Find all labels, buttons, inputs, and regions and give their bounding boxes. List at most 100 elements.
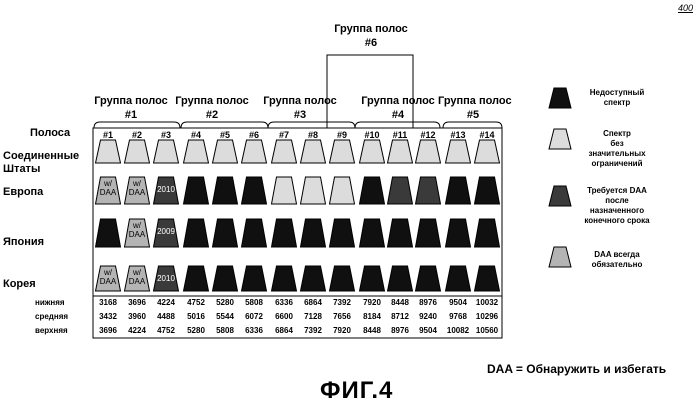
freq-mid-6: 6072 — [239, 312, 269, 321]
japan-channel-2-annotation: w/DAA — [124, 221, 150, 239]
freq-high-14: 10560 — [472, 326, 502, 335]
japan-channel-12-cell — [416, 219, 441, 247]
channel-label-5: #5 — [212, 130, 238, 140]
korea-channel-6-cell — [242, 266, 267, 291]
freq-high-13: 10082 — [443, 326, 473, 335]
europe-channel-10-cell — [360, 177, 385, 204]
channel-label-9: #9 — [329, 130, 355, 140]
freq-low-12: 8976 — [413, 298, 443, 307]
usa-channel-8-cell — [301, 140, 326, 163]
japan-channel-10-cell — [360, 219, 385, 247]
japan-channel-7-cell — [272, 219, 297, 247]
usa-channel-6-cell — [242, 140, 267, 163]
freq-mid-1: 3432 — [93, 312, 123, 321]
legend-unrestricted-label: Спектрбеззначительныхограничений — [572, 129, 662, 169]
korea-channel-11-cell — [388, 266, 413, 291]
japan-channel-3-annotation: 2009 — [153, 227, 179, 236]
korea-channel-7-cell — [272, 266, 297, 291]
korea-channel-10-cell — [360, 266, 385, 291]
legend-daa-after-deadline-label: Требуется DAAпосленазначенногоконечного … — [572, 186, 662, 226]
freq-low-10: 7920 — [357, 298, 387, 307]
freq-low-5: 5280 — [210, 298, 240, 307]
channel-label-1: #1 — [95, 130, 121, 140]
freq-low-7: 6336 — [269, 298, 299, 307]
freq-low-11: 8448 — [385, 298, 415, 307]
europe-channel-8-cell — [301, 177, 326, 204]
freq-mid-4: 5016 — [181, 312, 211, 321]
band-group-4-brace — [355, 122, 440, 128]
channel-label-8: #8 — [300, 130, 326, 140]
daa-definition: DAA = Обнаружить и избегать — [487, 362, 666, 376]
freq-low-6: 5808 — [239, 298, 269, 307]
legend-unavailable-label: Недоступныйспектр — [572, 88, 662, 108]
freq-high-5: 5808 — [210, 326, 240, 335]
japan-channel-8-cell — [301, 219, 326, 247]
usa-channel-5-cell — [213, 140, 238, 163]
freq-mid-13: 9768 — [443, 312, 473, 321]
channel-label-13: #13 — [445, 130, 471, 140]
freq-high-1: 3696 — [93, 326, 123, 335]
freq-high-7: 6864 — [269, 326, 299, 335]
legend-swatch-3 — [549, 186, 571, 206]
channel-label-3: #3 — [153, 130, 179, 140]
usa-channel-14-cell — [475, 140, 500, 163]
freq-low-13: 9504 — [443, 298, 473, 307]
legend-swatch-2 — [549, 129, 571, 149]
channel-label-14: #14 — [474, 130, 500, 140]
freq-mid-8: 7128 — [298, 312, 328, 321]
europe-channel-6-cell — [242, 177, 267, 204]
freq-low-14: 10032 — [472, 298, 502, 307]
freq-low-4: 4752 — [181, 298, 211, 307]
freq-low-3: 4224 — [151, 298, 181, 307]
korea-channel-9-cell — [330, 266, 355, 291]
japan-channel-14-cell — [475, 219, 500, 247]
usa-channel-2-cell — [125, 140, 150, 163]
freq-low-8: 6864 — [298, 298, 328, 307]
legend-daa-always-label: DAA всегдаобязательно — [572, 250, 662, 270]
freq-mid-7: 6600 — [269, 312, 299, 321]
korea-channel-5-cell — [213, 266, 238, 291]
korea-channel-4-cell — [184, 266, 209, 291]
japan-channel-11-cell — [388, 219, 413, 247]
japan-channel-6-cell — [242, 219, 267, 247]
freq-mid-14: 10296 — [472, 312, 502, 321]
freq-high-6: 6336 — [239, 326, 269, 335]
freq-mid-11: 8712 — [385, 312, 415, 321]
korea-channel-3-annotation: 2010 — [153, 274, 179, 283]
freq-mid-10: 8184 — [357, 312, 387, 321]
freq-high-4: 5280 — [181, 326, 211, 335]
band-group-2-brace — [181, 122, 268, 128]
japan-channel-5-cell — [213, 219, 238, 247]
europe-channel-14-cell — [475, 177, 500, 204]
usa-channel-13-cell — [446, 140, 471, 163]
korea-channel-13-cell — [446, 266, 471, 291]
usa-channel-10-cell — [360, 140, 385, 163]
europe-channel-3-annotation: 2010 — [153, 185, 179, 194]
europe-channel-1-annotation: w/DAA — [95, 179, 121, 197]
band-group-6-bracket — [327, 55, 413, 128]
korea-channel-8-cell — [301, 266, 326, 291]
freq-mid-2: 3960 — [122, 312, 152, 321]
freq-high-12: 9504 — [413, 326, 443, 335]
europe-channel-12-cell — [416, 177, 441, 204]
usa-channel-11-cell — [388, 140, 413, 163]
channel-label-2: #2 — [124, 130, 150, 140]
freq-high-3: 4752 — [151, 326, 181, 335]
channel-label-4: #4 — [183, 130, 209, 140]
channel-label-11: #11 — [387, 130, 413, 140]
channel-label-7: #7 — [271, 130, 297, 140]
usa-channel-3-cell — [154, 140, 179, 163]
korea-channel-12-cell — [416, 266, 441, 291]
figure-label: ФИГ.4 — [320, 377, 393, 405]
europe-channel-4-cell — [184, 177, 209, 204]
freq-high-8: 7392 — [298, 326, 328, 335]
usa-channel-9-cell — [330, 140, 355, 163]
japan-channel-4-cell — [184, 219, 209, 247]
channel-label-6: #6 — [241, 130, 267, 140]
japan-channel-1-cell — [96, 219, 121, 247]
freq-mid-9: 7656 — [327, 312, 357, 321]
freq-mid-3: 4488 — [151, 312, 181, 321]
channel-label-10: #10 — [359, 130, 385, 140]
usa-channel-1-cell — [96, 140, 121, 163]
europe-channel-11-cell — [388, 177, 413, 204]
